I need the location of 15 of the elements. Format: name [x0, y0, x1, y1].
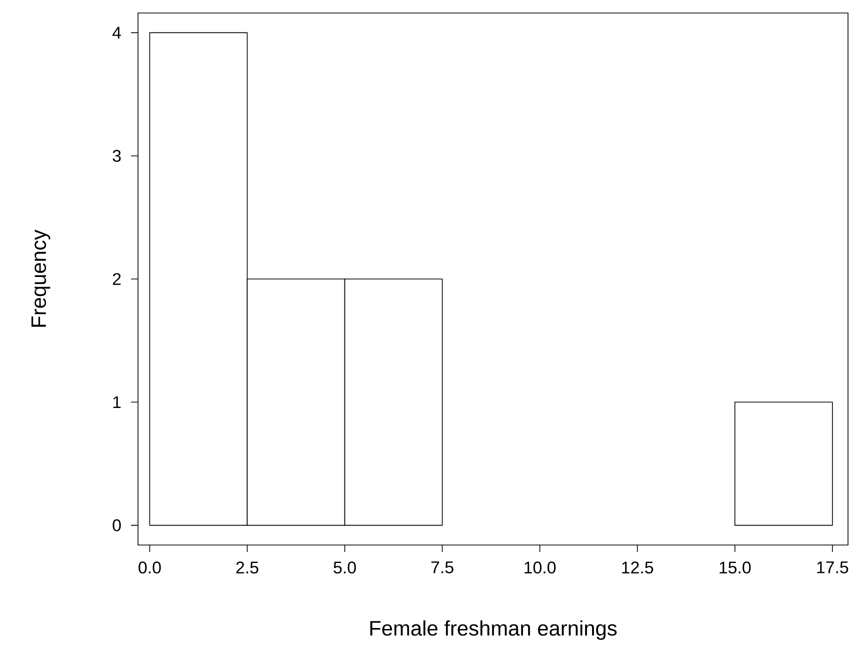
x-tick-label: 7.5: [431, 562, 454, 574]
x-tick-label: 5.0: [334, 562, 356, 574]
y-tick-label: 2: [112, 273, 121, 285]
y-tick-label: 0: [112, 519, 121, 532]
x-tick-label: 2.5: [236, 562, 258, 574]
y-tick-label: 3: [112, 150, 121, 162]
x-tick-label: 12.5: [622, 562, 654, 574]
x-tick-label: 17.5: [817, 562, 848, 574]
y-tick-label: 1: [113, 396, 121, 408]
y-tick-label: 4: [112, 26, 121, 39]
y-axis-title: Frequency: [31, 230, 50, 327]
x-axis-title: Female freshman earnings: [370, 620, 617, 640]
x-tick-label: 10.0: [524, 562, 556, 574]
x-tick-label: 0.0: [138, 562, 161, 574]
x-tick-label: 15.0: [720, 562, 751, 574]
